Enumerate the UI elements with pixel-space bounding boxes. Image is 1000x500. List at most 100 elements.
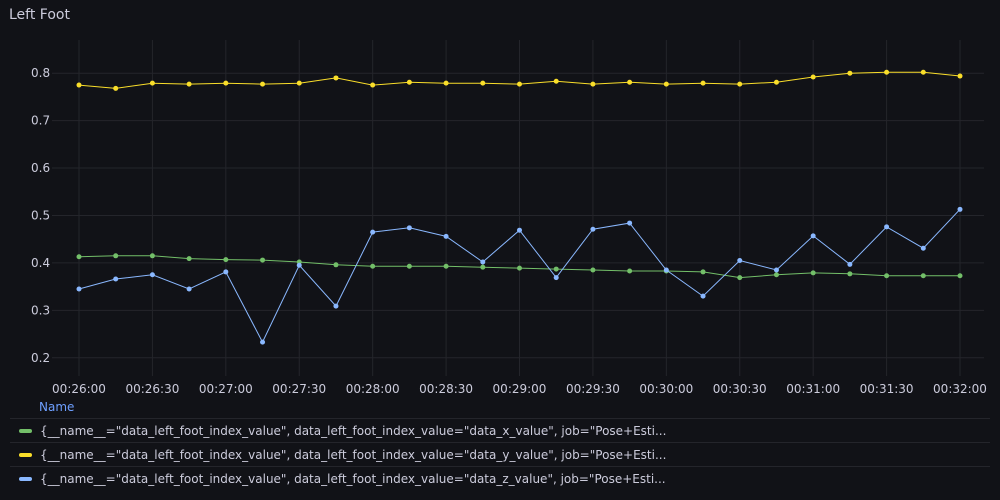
data-point xyxy=(773,267,779,273)
data-point xyxy=(590,226,596,232)
data-point xyxy=(920,245,926,251)
data-point xyxy=(810,233,816,239)
data-point xyxy=(884,273,890,279)
legend-item-label: {__name__="data_left_foot_index_value", … xyxy=(40,447,667,462)
data-point xyxy=(957,206,963,212)
data-point xyxy=(113,253,119,259)
y-tick-label: 0.6 xyxy=(31,161,50,175)
data-point xyxy=(553,78,559,84)
data-point xyxy=(406,79,412,85)
data-point xyxy=(700,293,706,299)
y-tick-label: 0.4 xyxy=(31,256,50,270)
data-point xyxy=(149,80,155,86)
x-tick-label: 00:31:00 xyxy=(786,382,840,396)
y-tick-label: 0.2 xyxy=(31,351,50,365)
data-point xyxy=(553,275,559,281)
data-point xyxy=(370,82,376,88)
legend-color-swatch xyxy=(19,452,32,457)
data-point xyxy=(76,254,82,260)
y-tick-label: 0.3 xyxy=(31,303,50,317)
data-point xyxy=(149,253,155,259)
data-point xyxy=(627,220,633,226)
data-point xyxy=(186,286,192,292)
data-point xyxy=(810,270,816,276)
x-tick-label: 00:26:00 xyxy=(52,382,106,396)
data-point xyxy=(186,81,192,87)
legend-color-swatch xyxy=(19,476,32,481)
data-point xyxy=(223,80,229,86)
data-point xyxy=(370,263,376,269)
x-tick-label: 00:30:00 xyxy=(639,382,693,396)
data-point xyxy=(517,81,522,87)
data-point xyxy=(847,261,853,267)
legend-item-y[interactable]: {__name__="data_left_foot_index_value", … xyxy=(10,442,990,466)
y-tick-label: 0.8 xyxy=(31,66,50,80)
legend-color-swatch xyxy=(19,428,32,433)
panel-title: Left Foot xyxy=(9,7,70,23)
legend-item-label: {__name__="data_left_foot_index_value", … xyxy=(40,471,666,486)
data-point xyxy=(810,74,816,80)
x-tick-label: 00:29:30 xyxy=(566,382,620,396)
data-point xyxy=(737,258,743,264)
legend-header[interactable]: Name xyxy=(39,400,75,414)
data-point xyxy=(406,263,412,269)
data-point xyxy=(76,82,82,88)
data-point xyxy=(663,81,669,87)
data-point xyxy=(847,271,853,277)
data-point xyxy=(223,257,229,263)
data-point xyxy=(737,81,743,87)
legend-item-label: {__name__="data_left_foot_index_value", … xyxy=(40,423,667,438)
data-point xyxy=(517,227,522,233)
legend: Name {__name__="data_left_foot_index_val… xyxy=(10,396,990,490)
data-point xyxy=(370,229,376,235)
x-tick-label: 00:27:30 xyxy=(272,382,326,396)
data-point xyxy=(553,266,559,272)
data-point xyxy=(223,269,229,275)
legend-item-z[interactable]: {__name__="data_left_foot_index_value", … xyxy=(10,466,990,490)
data-point xyxy=(957,273,963,279)
data-point xyxy=(113,276,119,282)
data-point xyxy=(737,275,743,281)
data-point xyxy=(296,80,302,86)
data-point xyxy=(773,272,779,278)
data-point xyxy=(333,75,339,81)
legend-item-x[interactable]: {__name__="data_left_foot_index_value", … xyxy=(10,418,990,442)
data-point xyxy=(920,69,926,75)
data-point xyxy=(333,262,339,268)
x-tick-label: 00:27:00 xyxy=(199,382,253,396)
x-tick-label: 00:28:00 xyxy=(346,382,400,396)
data-point xyxy=(186,256,192,262)
data-point xyxy=(406,225,412,231)
data-point xyxy=(149,272,155,278)
data-point xyxy=(443,80,449,86)
y-tick-label: 0.7 xyxy=(31,114,50,128)
data-point xyxy=(260,339,266,345)
data-point xyxy=(517,265,522,271)
data-point xyxy=(296,262,302,268)
x-tick-label: 00:30:30 xyxy=(713,382,767,396)
x-tick-label: 00:28:30 xyxy=(419,382,473,396)
data-point xyxy=(884,69,890,75)
data-point xyxy=(443,263,449,269)
data-point xyxy=(480,259,486,265)
data-point xyxy=(480,264,486,270)
data-point xyxy=(260,257,266,263)
data-point xyxy=(700,269,706,275)
x-tick-label: 00:31:30 xyxy=(860,382,914,396)
data-point xyxy=(113,85,119,91)
data-point xyxy=(627,79,633,85)
data-point xyxy=(443,233,449,239)
data-point xyxy=(957,73,963,79)
y-tick-label: 0.5 xyxy=(31,208,50,222)
data-point xyxy=(847,70,853,76)
x-tick-label: 00:29:00 xyxy=(493,382,547,396)
data-point xyxy=(920,273,926,279)
data-point xyxy=(700,80,706,86)
data-point xyxy=(590,81,596,87)
timeseries-chart[interactable]: 0.2 0.3 0.4 0.5 0.6 0.7 0.8 00:26:00 00:26:30 00:… xyxy=(0,0,1000,400)
data-point xyxy=(260,81,266,87)
data-point xyxy=(76,286,82,292)
data-point xyxy=(627,268,633,274)
data-point xyxy=(884,224,890,230)
x-tick-label: 00:26:30 xyxy=(125,382,179,396)
